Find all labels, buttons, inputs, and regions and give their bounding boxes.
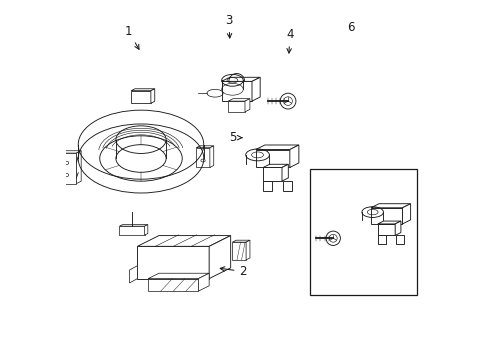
Polygon shape (120, 225, 148, 226)
Polygon shape (57, 153, 76, 184)
Polygon shape (228, 101, 245, 112)
Polygon shape (396, 235, 404, 244)
Polygon shape (209, 235, 231, 279)
Polygon shape (228, 99, 250, 101)
Polygon shape (129, 266, 137, 283)
Polygon shape (137, 235, 231, 246)
Polygon shape (210, 146, 214, 167)
Polygon shape (196, 146, 214, 148)
Polygon shape (256, 145, 299, 149)
Polygon shape (131, 91, 151, 103)
Polygon shape (232, 240, 250, 242)
Text: 5: 5 (229, 131, 242, 144)
Polygon shape (282, 164, 288, 181)
Polygon shape (395, 221, 401, 235)
Polygon shape (371, 204, 411, 208)
Text: 4: 4 (286, 28, 294, 53)
Polygon shape (232, 242, 246, 260)
Polygon shape (256, 149, 290, 167)
Polygon shape (252, 77, 260, 101)
Polygon shape (148, 273, 209, 279)
Text: 2: 2 (220, 265, 247, 278)
Polygon shape (246, 240, 250, 260)
Polygon shape (402, 204, 411, 224)
Polygon shape (131, 89, 155, 91)
Polygon shape (76, 151, 81, 184)
Polygon shape (371, 208, 402, 224)
Polygon shape (378, 235, 386, 244)
Polygon shape (221, 81, 252, 101)
Polygon shape (137, 246, 209, 279)
Polygon shape (151, 89, 155, 103)
Polygon shape (196, 148, 210, 167)
Polygon shape (263, 181, 272, 191)
Polygon shape (263, 164, 288, 167)
Polygon shape (198, 273, 209, 291)
Polygon shape (378, 224, 395, 235)
Polygon shape (263, 167, 282, 181)
Polygon shape (283, 181, 292, 191)
Polygon shape (148, 279, 198, 291)
Text: 3: 3 (225, 14, 233, 38)
Text: 6: 6 (347, 21, 355, 34)
Polygon shape (57, 151, 81, 153)
Text: 1: 1 (124, 25, 139, 49)
Polygon shape (221, 77, 260, 81)
Polygon shape (120, 226, 145, 235)
Polygon shape (145, 225, 148, 235)
Bar (310, 169, 417, 295)
Polygon shape (290, 145, 299, 167)
Polygon shape (378, 221, 401, 224)
Polygon shape (245, 99, 250, 112)
